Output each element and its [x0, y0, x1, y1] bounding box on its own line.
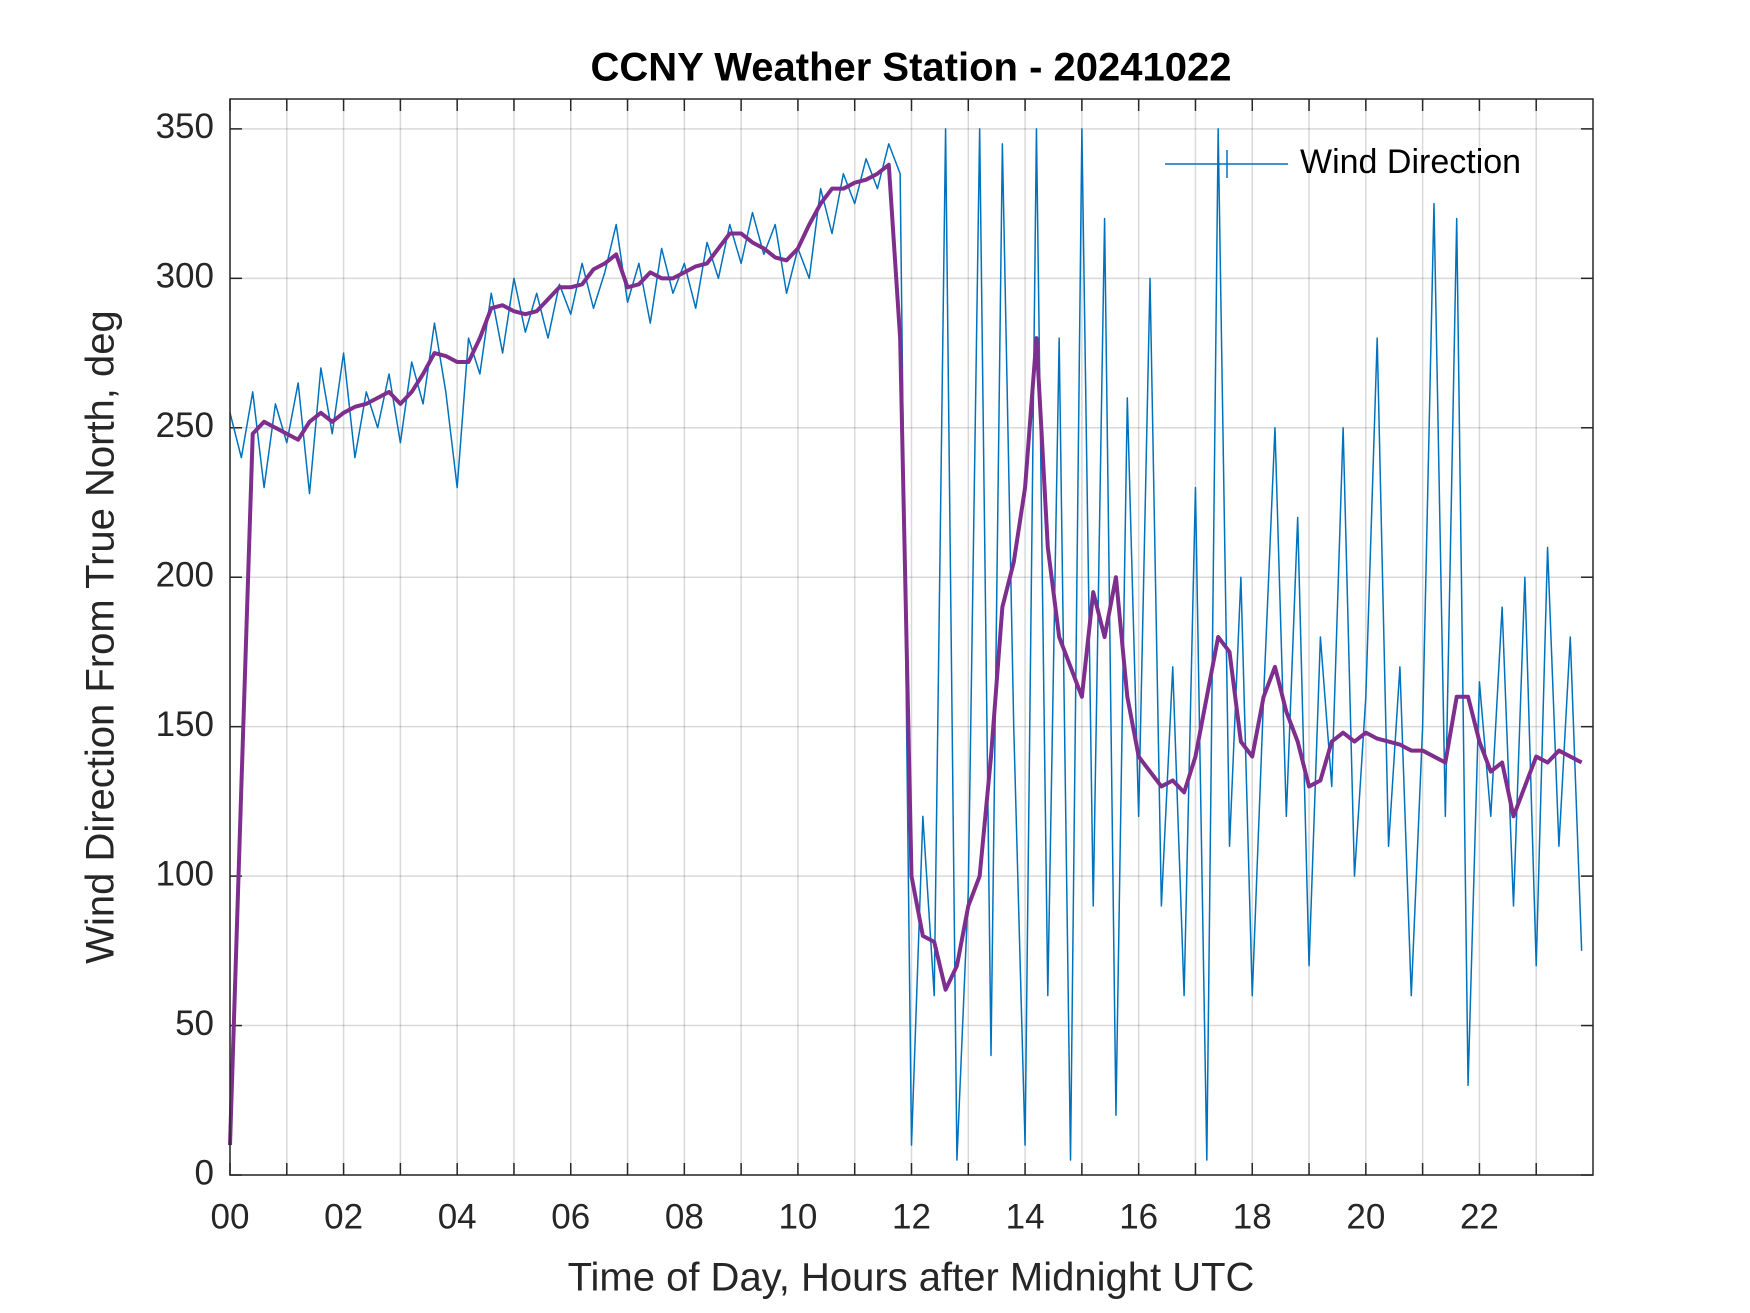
x-axis-label: Time of Day, Hours after Midnight UTC: [568, 1256, 1255, 1300]
y-tick-label: 300: [156, 257, 214, 296]
x-tick-label: 20: [1346, 1197, 1385, 1236]
y-tick-label: 0: [195, 1153, 214, 1192]
x-tick-label: 12: [892, 1197, 931, 1236]
data-line: [228, 162, 1583, 1146]
x-tick-label: 02: [324, 1197, 363, 1236]
y-tick-label: 50: [175, 1004, 214, 1043]
y-tick-label: 350: [156, 107, 214, 146]
x-tick-label: 00: [211, 1197, 250, 1236]
x-tick-label: 18: [1233, 1197, 1272, 1236]
axes-box: [229, 98, 1594, 1176]
chart-title: CCNY Weather Station - 20241022: [591, 46, 1232, 90]
y-tick-label: 150: [156, 705, 214, 744]
legend-label: Wind Direction: [1300, 143, 1521, 181]
y-tick-label: 200: [156, 555, 214, 594]
x-tick-label: 22: [1460, 1197, 1499, 1236]
x-tick-label: 06: [551, 1197, 590, 1236]
y-tick-label: 250: [156, 406, 214, 445]
y-axis-label: Wind Direction From True North, deg: [79, 310, 123, 964]
plot-area: [230, 99, 1593, 1175]
x-tick-label: 14: [1006, 1197, 1045, 1236]
x-tick-label: 16: [1119, 1197, 1158, 1236]
y-tick-label: 100: [156, 854, 214, 893]
x-tick-label: 08: [665, 1197, 704, 1236]
x-tick-label: 04: [438, 1197, 477, 1236]
x-tick-label: 10: [778, 1197, 817, 1236]
